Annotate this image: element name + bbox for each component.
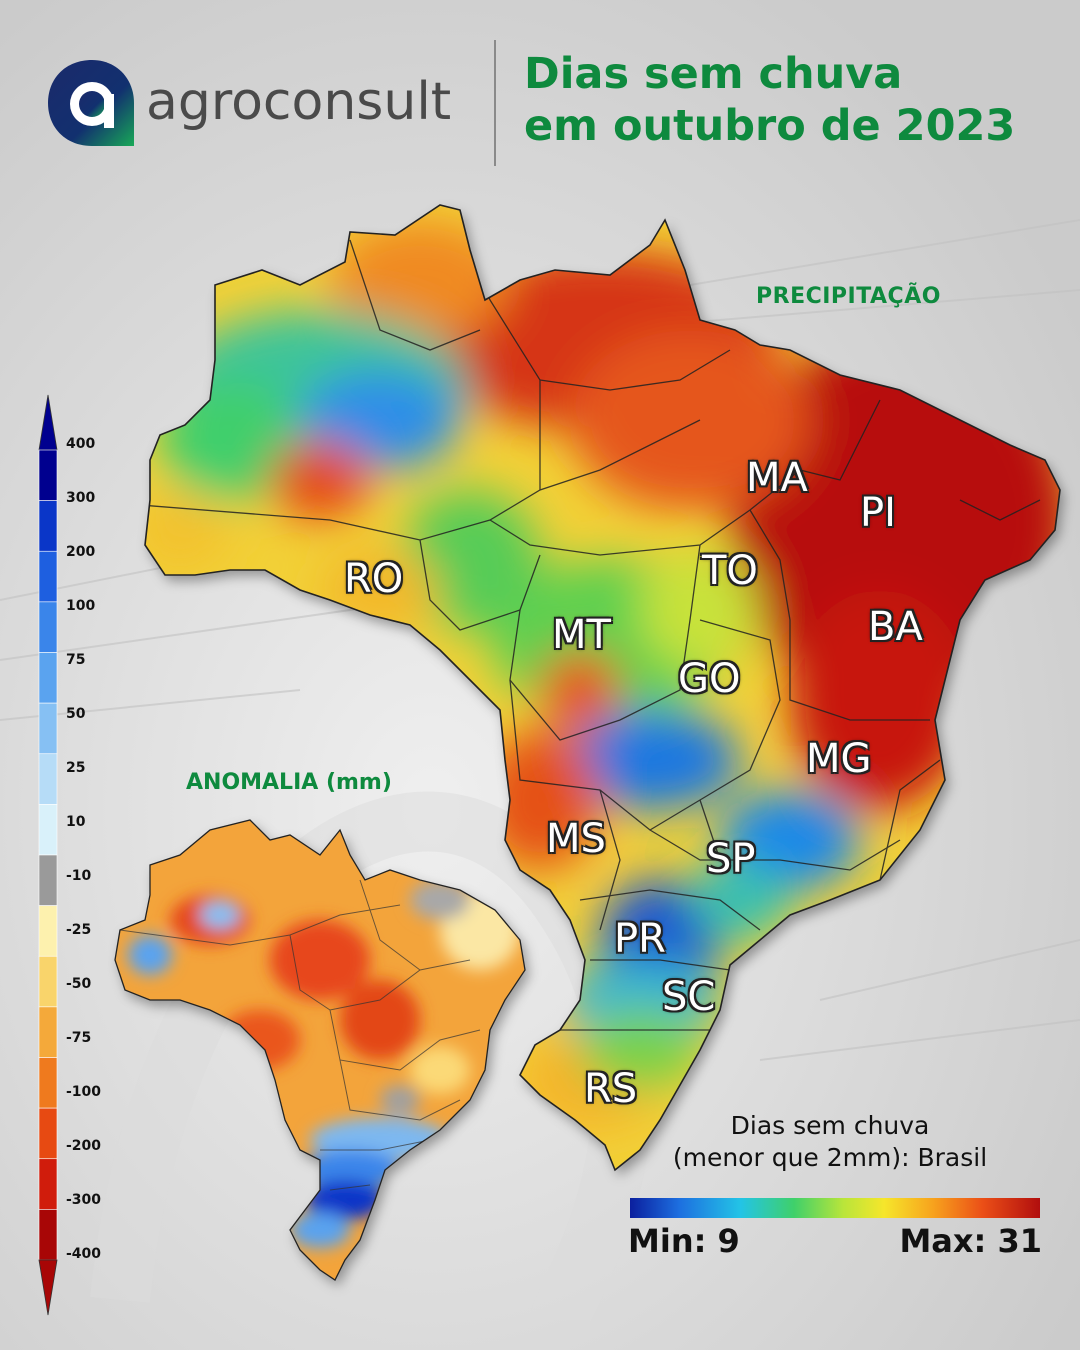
legend-tick-label: 25 <box>66 760 86 776</box>
page-title: Dias sem chuva em outubro de 2023 <box>524 48 1064 152</box>
legend-tick-label: 200 <box>66 544 96 560</box>
anomaly-legend-bar <box>38 394 58 1316</box>
colorbar-min-label: Min: 9 <box>628 1222 740 1260</box>
legend-swatch <box>38 905 58 957</box>
legend-tick-label: 75 <box>66 652 86 668</box>
legend-swatch <box>38 1209 58 1261</box>
state-label-ro: RO <box>344 556 404 602</box>
legend-tick-label: -10 <box>66 868 92 884</box>
state-label-go: GO <box>678 656 741 702</box>
anomaly-map-title: ANOMALIA (mm) <box>186 770 392 795</box>
legend-swatch <box>38 1006 58 1058</box>
legend-swatch <box>38 854 58 906</box>
legend-tick-label: 10 <box>66 814 86 830</box>
legend-swatch <box>38 1158 58 1210</box>
legend-tick-label: -200 <box>66 1138 102 1154</box>
legend-tick-label: -100 <box>66 1084 102 1100</box>
colorbar-title-line-2: (menor que 2mm): Brasil <box>672 1143 988 1172</box>
state-label-rs: RS <box>584 1066 638 1112</box>
legend-swatch <box>38 500 58 552</box>
agroconsult-logo: agroconsult <box>46 58 476 148</box>
state-label-pi: PI <box>860 490 896 536</box>
header-divider <box>494 40 496 166</box>
legend-swatch <box>38 449 58 501</box>
legend-bottom-arrow <box>38 1259 58 1316</box>
legend-tick-label: -50 <box>66 976 92 992</box>
precipitation-colorbar <box>630 1198 1040 1218</box>
legend-swatch <box>38 955 58 1008</box>
title-line-2: em outubro de 2023 <box>524 101 1016 151</box>
precipitation-label: PRECIPITAÇÃO <box>756 284 941 309</box>
legend-tick-label: -75 <box>66 1030 92 1046</box>
state-label-ms: MS <box>546 816 606 862</box>
state-label-sc: SC <box>662 974 716 1020</box>
brand-name: agroconsult <box>146 72 452 132</box>
legend-tick-label: 300 <box>66 490 96 506</box>
state-label-ba: BA <box>868 604 923 650</box>
legend-swatch <box>38 753 58 805</box>
colorbar-title-line-1: Dias sem chuva <box>730 1111 930 1140</box>
legend-swatch <box>38 804 58 856</box>
legend-swatch <box>38 702 58 755</box>
state-label-ma: MA <box>746 455 808 501</box>
legend-swatch <box>38 1057 58 1109</box>
legend-swatch <box>38 652 58 704</box>
state-label-to: TO <box>702 548 758 594</box>
legend-tick-label: 100 <box>66 598 96 614</box>
legend-tick-label: -300 <box>66 1192 102 1208</box>
state-label-mg: MG <box>806 736 872 782</box>
legend-tick-label: -25 <box>66 922 92 938</box>
legend-swatch <box>38 1107 58 1160</box>
state-label-sp: SP <box>706 836 756 882</box>
anomaly-legend-ticks: 400 300 200 100 75 50 25 10 -10 -25 -50 -75 -100 -200… <box>66 436 126 1276</box>
legend-tick-label: -400 <box>66 1246 102 1262</box>
state-label-mt: MT <box>552 612 611 658</box>
legend-top-arrow <box>38 394 58 451</box>
legend-tick-label: 400 <box>66 436 96 452</box>
title-line-1: Dias sem chuva <box>524 49 903 99</box>
legend-swatch <box>38 601 58 653</box>
legend-swatch <box>38 550 58 603</box>
colorbar-title: Dias sem chuva (menor que 2mm): Brasil <box>640 1110 1020 1174</box>
state-label-pr: PR <box>614 916 666 962</box>
legend-tick-label: 50 <box>66 706 86 722</box>
colorbar-max-label: Max: 31 <box>899 1222 1042 1260</box>
agroconsult-logo-icon <box>48 60 134 146</box>
